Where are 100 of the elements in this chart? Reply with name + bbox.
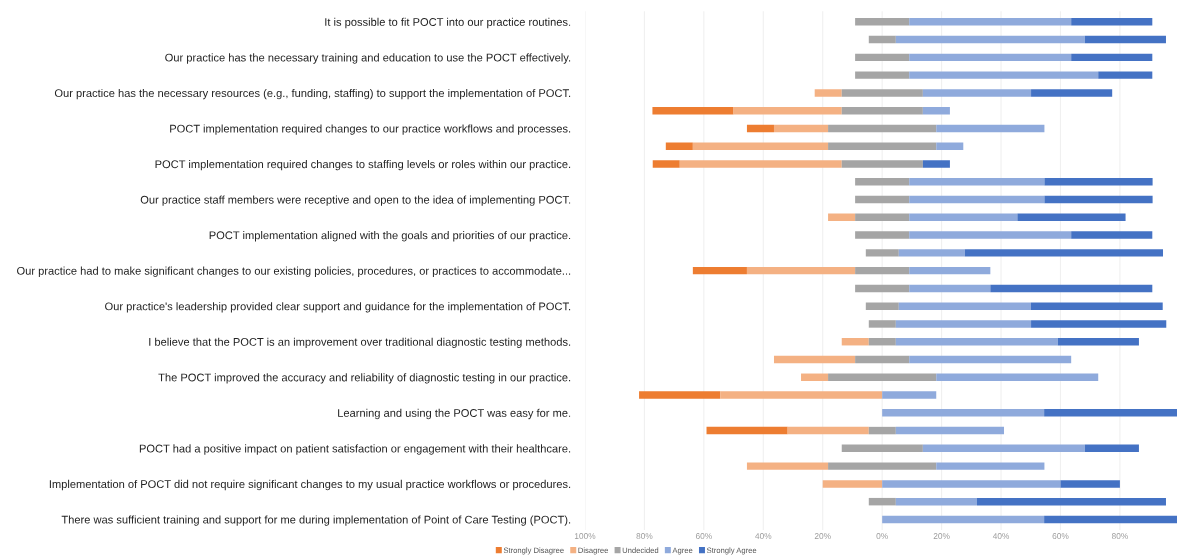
bar	[1057, 337, 1139, 346]
bar	[909, 266, 991, 275]
y-tick-label: Our practice has the necessary resources (e.g., funding, staffing) to support the implementation of POCT.	[54, 88, 571, 100]
bar	[882, 515, 1045, 524]
bar	[898, 249, 965, 257]
bar	[828, 124, 937, 133]
bar	[936, 142, 964, 150]
bar	[773, 355, 856, 364]
bar	[855, 231, 910, 239]
bar	[1084, 444, 1139, 453]
bar	[773, 124, 829, 133]
bar	[1084, 35, 1166, 44]
bar	[868, 426, 896, 435]
bar	[1071, 231, 1153, 239]
bar	[964, 249, 1164, 257]
bar	[909, 195, 1045, 204]
bar	[976, 497, 1166, 506]
bar	[936, 373, 1099, 381]
bar	[898, 302, 1031, 310]
bar	[855, 284, 910, 293]
x-tick-label: 100%	[574, 533, 596, 539]
bar	[895, 426, 1005, 435]
bar	[720, 391, 883, 399]
x-tick-label: 80%	[1111, 533, 1128, 539]
bar	[841, 89, 923, 97]
bar	[733, 106, 842, 115]
bar	[990, 284, 1153, 293]
y-tick-label: POCT had a positive impact on patient satisfaction or engagement with their healthcare.	[139, 444, 571, 455]
x-tick-label: 40%	[755, 533, 772, 539]
x-tick-label: 0%	[876, 533, 888, 539]
bar	[922, 106, 950, 115]
bar	[1060, 480, 1120, 488]
x-tick-label: 40%	[992, 533, 1010, 539]
bar	[822, 480, 883, 488]
bar	[895, 35, 1085, 44]
bar	[652, 106, 734, 115]
bar	[692, 142, 829, 150]
y-tick-label: Implementation of POCT did not require significant changes to my usual practice workflows or procedures.	[49, 479, 571, 491]
y-tick-label: Our practice's leadership provided clear support and guidance for the implementation of POCT.	[105, 302, 571, 313]
bar	[855, 178, 910, 186]
bar	[1031, 89, 1113, 97]
bar	[895, 497, 977, 506]
bar	[882, 391, 937, 399]
bar	[1030, 302, 1163, 310]
bar	[841, 337, 869, 346]
bar	[746, 266, 856, 275]
bar	[639, 391, 721, 399]
bar	[652, 160, 680, 168]
bar	[1071, 53, 1153, 62]
bar	[895, 320, 1032, 328]
bar	[801, 373, 829, 381]
bar	[828, 213, 856, 222]
bar	[922, 444, 1085, 453]
bar	[868, 337, 896, 346]
y-tick-label: There was sufficient training and support for me during implementation of Point of Care Testing (POCT).	[61, 515, 571, 526]
bar	[746, 124, 774, 133]
y-tick-label: Our practice had to make significant changes to our existing policies, procedures, or practices to accommodate...	[17, 266, 571, 277]
bar	[865, 249, 899, 257]
bar	[868, 35, 896, 44]
bar	[936, 124, 1045, 133]
x-tick-label: 80%	[636, 533, 653, 539]
bar	[1098, 71, 1153, 79]
bar	[1017, 213, 1126, 222]
y-tick-label: POCT implementation required changes to staffing levels or roles within our practice.	[155, 159, 571, 171]
bar	[706, 426, 788, 435]
y-tick-label: Our practice staff members were receptive and open to the idea of implementing POCT.	[140, 195, 571, 206]
bar	[787, 426, 869, 435]
bar	[828, 462, 937, 470]
bar	[1071, 18, 1153, 26]
bar	[909, 178, 1045, 186]
y-tick-label: It is possible to fit POCT into our practice routines.	[325, 17, 571, 29]
bar	[855, 266, 910, 275]
bar	[746, 462, 829, 470]
bar	[855, 18, 910, 26]
bar	[909, 284, 991, 293]
bar	[909, 231, 1072, 239]
bar	[841, 106, 923, 115]
y-tick-label: I believe that the POCT is an improvement over traditional diagnostic testing methods.	[149, 337, 571, 349]
x-tick-label: 20%	[814, 533, 831, 539]
x-tick-label: 20%	[933, 533, 950, 539]
bar	[855, 355, 910, 364]
y-tick-label: Our practice has the necessary training and education to use the POCT effectively.	[165, 53, 571, 64]
bar	[909, 71, 1099, 79]
bar	[841, 160, 923, 168]
x-tick-label: 60%	[695, 533, 712, 539]
bar	[865, 302, 899, 310]
x-tick-label: 60%	[1052, 533, 1069, 539]
bar	[855, 213, 910, 222]
bar	[936, 462, 1045, 470]
bar	[909, 53, 1072, 62]
bar	[855, 195, 910, 204]
bar	[855, 71, 910, 79]
bar	[922, 160, 950, 168]
y-tick-label: POCT implementation aligned with the goals and priorities of our practice.	[209, 231, 571, 242]
y-tick-label: POCT implementation required changes to our practice workflows and processes.	[170, 124, 571, 135]
y-tick-label: Learning and using the POCT was easy for me.	[338, 408, 571, 420]
bar	[882, 409, 1045, 417]
bar	[909, 213, 1018, 222]
bar	[828, 373, 937, 381]
bar	[841, 444, 923, 453]
